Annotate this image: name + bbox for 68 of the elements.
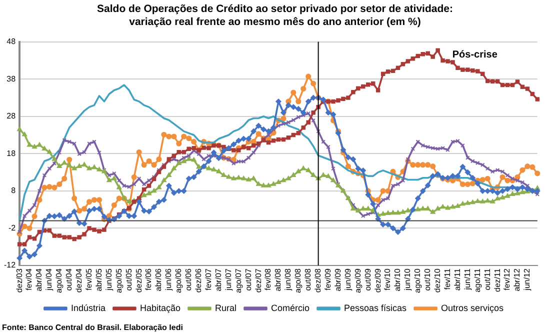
x-tick-label: dez/04 <box>74 268 84 293</box>
x-tick-label: jun/12 <box>522 268 532 292</box>
x-tick-label: ago/09 <box>353 268 362 293</box>
x-tick-label: out/11 <box>482 268 492 290</box>
x-tick-label: out/06 <box>184 268 194 291</box>
x-tick-label: abr/12 <box>512 268 522 292</box>
x-tick-label: out/09 <box>363 268 372 291</box>
legend-label: Outros serviços <box>441 302 504 313</box>
x-tick-label: fev/04 <box>24 268 34 290</box>
x-tick-label: abr/08 <box>274 268 283 292</box>
x-tick-label: out/04 <box>64 268 74 291</box>
x-tick-label: abr/05 <box>94 268 104 292</box>
x-tick-label: ago/06 <box>174 268 184 293</box>
y-tick-label: -2 <box>8 223 16 232</box>
x-tick-label: jun/08 <box>284 268 293 292</box>
x-tick-label: abr/07 <box>214 268 223 292</box>
x-tick-label: jun/11 <box>462 268 472 291</box>
x-tick-label: jun/07 <box>224 268 233 292</box>
x-tick-label: fev/12 <box>502 268 512 290</box>
x-tick-label: fev/10 <box>383 268 392 290</box>
x-tick-label: jun/05 <box>104 268 114 292</box>
x-tick-label: fev/05 <box>84 268 94 290</box>
x-tick-label: jun/04 <box>44 268 54 292</box>
x-tick-label: abr/06 <box>154 268 164 292</box>
legend-label: Indústria <box>70 302 106 313</box>
x-tick-label: ago/10 <box>413 268 422 293</box>
y-tick-label: 8 <box>11 186 16 196</box>
x-tick-label: dez/09 <box>373 268 382 293</box>
annotation: Pós-crise <box>452 50 498 61</box>
x-tick-label: dez/05 <box>134 268 144 293</box>
x-tick-label: jun/09 <box>343 268 352 292</box>
y-tick-label: 38 <box>6 74 16 84</box>
y-tick-label: 48 <box>6 37 16 46</box>
x-tick-label: out/05 <box>124 268 134 291</box>
chart-title: Saldo de Operações de Crédito ao setor privado por setor de atividade: variação real frente ao mesmo mês do ano anterior (em %) <box>96 2 454 30</box>
x-tick-label: dez/08 <box>314 268 323 293</box>
y-tick-label: -12 <box>4 260 16 270</box>
x-tick-label: ago/04 <box>54 268 64 293</box>
x-tick-label: fev/09 <box>323 268 332 290</box>
x-tick-label: ago/05 <box>114 268 124 293</box>
x-tick-label: out/08 <box>304 268 313 291</box>
x-tick-label: abr/09 <box>333 268 342 292</box>
x-tick-label: fev/08 <box>264 268 273 290</box>
legend-label: Comércio <box>271 302 310 313</box>
x-tick-label: ago/08 <box>294 268 303 293</box>
x-tick-label: dez/10 <box>433 268 442 293</box>
y-tick-label: 18 <box>6 148 16 158</box>
x-tick-label: ago/11 <box>472 268 482 292</box>
x-tick-label: dez/11 <box>492 268 502 292</box>
x-tick-label: fev/06 <box>144 268 154 290</box>
x-tick-label: out/10 <box>423 268 432 291</box>
x-tick-label: dez/07 <box>254 268 263 293</box>
legend-label: Habitação <box>140 302 180 313</box>
x-tick-label: out/07 <box>244 268 253 291</box>
legend-label: Rural <box>214 302 237 313</box>
x-tick-label: jun/10 <box>403 268 412 292</box>
y-tick-label: 28 <box>6 112 16 121</box>
x-tick-label: abr/10 <box>393 268 402 292</box>
x-tick-label: fev/07 <box>204 268 213 290</box>
x-tick-label: fev/11 <box>442 268 452 290</box>
legend-label: Pessoas físicas <box>344 302 408 313</box>
x-tick-label: jun/06 <box>164 268 174 292</box>
x-tick-label: abr/11 <box>452 268 462 291</box>
x-tick-label: dez/06 <box>194 268 204 293</box>
x-tick-label: abr/04 <box>34 268 44 292</box>
source-note: Fonte: Banco Central do Brasil. Elaboração Iedi <box>1 323 184 333</box>
x-tick-label: ago/07 <box>234 268 243 293</box>
x-tick-label: dez/03 <box>14 268 24 293</box>
